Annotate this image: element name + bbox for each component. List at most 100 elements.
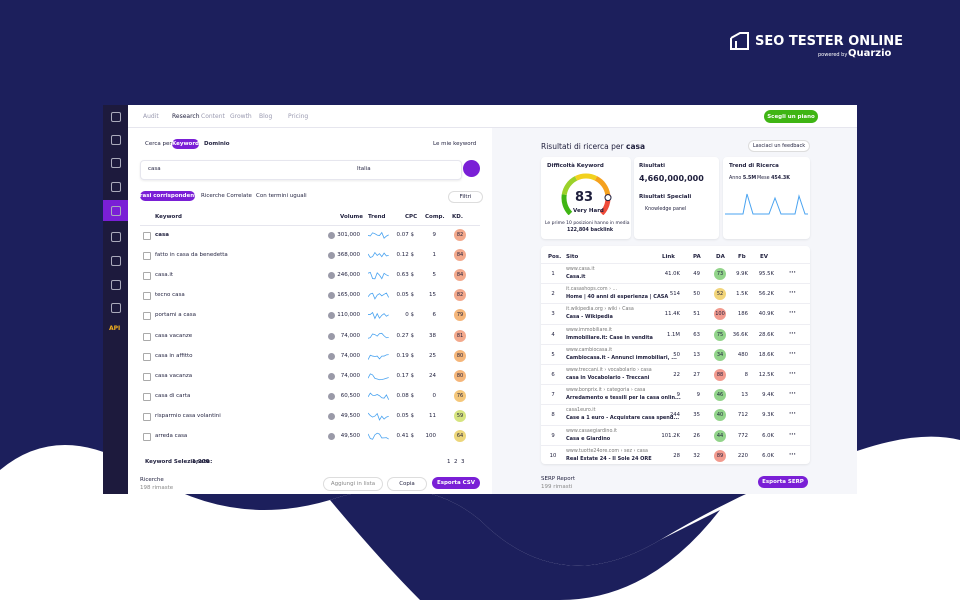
row-checkbox[interactable]	[143, 392, 151, 401]
site-url[interactable]: it.wikipedia.org › wiki › Casa	[566, 307, 634, 313]
country[interactable]: Italia	[357, 166, 371, 172]
site-title[interactable]: Casa.it	[566, 274, 586, 280]
row-menu[interactable]: ···	[789, 430, 796, 438]
keyword[interactable]: casa	[155, 232, 169, 238]
keyword[interactable]: portami a casa	[155, 312, 197, 319]
feedback[interactable]: Lasciaci un feedback	[748, 140, 810, 152]
page-number[interactable]: 3	[461, 459, 465, 465]
sidebar-icon[interactable]	[111, 256, 121, 266]
export-serp[interactable]: Esporta SERP	[758, 476, 808, 488]
search-option[interactable]: Keyword	[172, 139, 199, 149]
site-url[interactable]: www.tuotte24ore.com › sez › casa	[566, 448, 648, 454]
nav-item[interactable]: Research	[172, 113, 200, 120]
sidebar-icon[interactable]	[111, 303, 121, 313]
page-number[interactable]: 2	[454, 459, 458, 465]
tab[interactable]: Frasi corrispondenti	[136, 191, 199, 201]
row-checkbox[interactable]	[143, 272, 151, 281]
row-menu[interactable]: ···	[789, 390, 796, 398]
site-url[interactable]: www.treccani.it › vocabolario › casa	[566, 368, 652, 373]
info-icon[interactable]	[328, 372, 335, 380]
tab[interactable]: Con termini uguali	[256, 193, 307, 199]
keyword[interactable]: tecno casa	[155, 292, 185, 299]
keyword[interactable]: fatto in casa da benedetta	[155, 252, 228, 259]
site-title[interactable]: casa in Vocabolario - Treccani	[566, 375, 650, 381]
nav-item[interactable]: Growth	[230, 113, 252, 120]
keyword[interactable]: casa vacanza	[155, 372, 193, 379]
nav-cta[interactable]: Scegli un piano	[764, 110, 818, 123]
nav-item[interactable]: Content	[201, 113, 225, 120]
row-menu[interactable]: ···	[789, 349, 796, 357]
page-number[interactable]: 1	[447, 459, 451, 465]
sidebar-icon[interactable]	[111, 206, 121, 216]
my-keywords[interactable]: Le mie keyword	[433, 141, 477, 147]
row-menu[interactable]: ···	[789, 410, 796, 418]
row-menu[interactable]: ···	[789, 269, 796, 276]
nav-item[interactable]: Blog	[259, 113, 273, 120]
site-title[interactable]: Casa e Giardino	[566, 435, 611, 442]
sidebar-icon[interactable]	[111, 182, 121, 192]
sidebar-api[interactable]: API	[109, 325, 121, 332]
sidebar-icon[interactable]	[111, 280, 121, 290]
sidebar-icon[interactable]	[111, 135, 121, 145]
row-checkbox[interactable]	[143, 312, 151, 321]
search-option[interactable]: Dominio	[204, 141, 230, 147]
site-title[interactable]: Immobiliare.it: Case in vendita	[566, 334, 653, 341]
keyword[interactable]: casa vacanze	[155, 332, 193, 339]
info-icon[interactable]	[328, 433, 335, 440]
tab[interactable]: Ricerche Correlate	[201, 193, 252, 199]
site-url[interactable]: casa1euro.it	[566, 408, 596, 414]
row-menu[interactable]: ···	[789, 450, 796, 458]
site-title[interactable]: Home | 40 anni di esperienza | CASA	[566, 294, 669, 301]
site-url[interactable]: www.immobiliare.it	[566, 327, 613, 333]
row-checkbox[interactable]	[143, 292, 151, 301]
info-icon[interactable]	[328, 352, 335, 360]
site-url[interactable]: www.casaegiardino.it	[566, 428, 618, 434]
row-checkbox[interactable]	[143, 252, 151, 261]
site-title[interactable]: Arredamento e tessili per la casa onlin.…	[566, 395, 681, 402]
sidebar-icon[interactable]	[111, 158, 121, 168]
search-query[interactable]: casa	[148, 166, 161, 172]
row-checkbox[interactable]	[143, 332, 151, 341]
nav-item[interactable]: Pricing	[288, 113, 309, 120]
row-checkbox[interactable]	[143, 352, 151, 361]
site-url[interactable]: it.casashops.com › ...	[566, 287, 618, 293]
sidebar-icon[interactable]	[111, 112, 121, 122]
row-checkbox[interactable]	[143, 232, 151, 240]
keyword[interactable]: arreda casa	[155, 433, 188, 439]
info-icon[interactable]	[328, 332, 335, 340]
nav-item[interactable]: Audit	[143, 113, 159, 120]
site-title[interactable]: Casa - Wikipedia	[566, 314, 613, 321]
info-icon[interactable]	[328, 312, 335, 320]
info-icon[interactable]	[328, 292, 335, 300]
site-title[interactable]: Cambiocasa.it - Annunci immobiliari, ...	[566, 354, 677, 361]
info-icon[interactable]	[328, 232, 335, 239]
row-menu[interactable]: ···	[789, 329, 796, 337]
row-checkbox[interactable]	[143, 433, 151, 441]
row-menu[interactable]: ···	[789, 309, 796, 317]
copy-button[interactable]: Copia	[387, 477, 427, 491]
row-menu[interactable]: ···	[789, 370, 796, 377]
filter-button[interactable]: Filtri	[448, 191, 483, 203]
info-icon[interactable]	[328, 272, 335, 280]
site-url[interactable]: www.casa.it	[566, 267, 595, 272]
site-title[interactable]: Case a 1 euro - Acquistare casa spend...	[566, 415, 680, 422]
row-menu[interactable]: ···	[789, 289, 796, 297]
site-title[interactable]: Real Estate 24 - Il Sole 24 ORE	[566, 455, 652, 462]
keyword[interactable]: risparmio casa volantini	[155, 412, 221, 419]
info-icon[interactable]	[328, 252, 335, 260]
row-checkbox[interactable]	[143, 372, 151, 381]
site-url[interactable]: www.cambiocasa.it	[566, 347, 613, 353]
export-csv[interactable]: Esporta CSV	[432, 477, 480, 489]
add-to-list[interactable]: Aggiungi in lista	[323, 477, 383, 491]
search-box[interactable]	[140, 160, 462, 180]
info-icon[interactable]	[328, 392, 335, 400]
info-icon[interactable]	[328, 412, 335, 420]
sidebar-icon[interactable]	[111, 232, 121, 242]
site-url[interactable]: www.bonprix.it › categoria › casa	[566, 388, 646, 394]
search-button[interactable]	[463, 160, 480, 177]
keyword[interactable]: casa in affitto	[155, 352, 193, 359]
keyword[interactable]: casa.it	[155, 272, 174, 279]
keyword[interactable]: casa di carta	[155, 392, 191, 399]
row-checkbox[interactable]	[143, 412, 151, 421]
cpc: 0 $	[405, 312, 414, 319]
